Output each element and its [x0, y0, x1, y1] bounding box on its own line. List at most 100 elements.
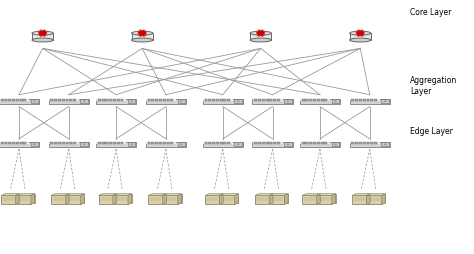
FancyBboxPatch shape	[269, 99, 272, 101]
FancyBboxPatch shape	[350, 142, 380, 144]
Polygon shape	[65, 194, 69, 204]
FancyBboxPatch shape	[105, 142, 108, 144]
FancyBboxPatch shape	[155, 142, 158, 144]
Ellipse shape	[250, 31, 272, 35]
FancyBboxPatch shape	[318, 195, 332, 204]
FancyBboxPatch shape	[367, 142, 370, 144]
FancyBboxPatch shape	[128, 99, 136, 103]
Polygon shape	[284, 194, 288, 204]
FancyBboxPatch shape	[120, 99, 123, 101]
Ellipse shape	[349, 38, 371, 42]
FancyBboxPatch shape	[254, 99, 257, 101]
FancyBboxPatch shape	[54, 142, 57, 144]
FancyBboxPatch shape	[216, 99, 219, 101]
FancyBboxPatch shape	[324, 99, 327, 101]
FancyBboxPatch shape	[270, 195, 284, 204]
FancyBboxPatch shape	[166, 99, 169, 101]
Circle shape	[130, 101, 133, 102]
FancyBboxPatch shape	[155, 99, 158, 101]
FancyBboxPatch shape	[118, 194, 132, 203]
FancyBboxPatch shape	[313, 142, 316, 144]
FancyBboxPatch shape	[65, 99, 68, 101]
FancyBboxPatch shape	[265, 142, 268, 144]
FancyBboxPatch shape	[301, 99, 330, 101]
FancyBboxPatch shape	[159, 99, 162, 101]
FancyBboxPatch shape	[363, 142, 366, 144]
FancyBboxPatch shape	[202, 99, 243, 104]
Polygon shape	[17, 194, 35, 195]
FancyBboxPatch shape	[152, 99, 155, 101]
FancyBboxPatch shape	[8, 99, 11, 101]
FancyBboxPatch shape	[98, 142, 100, 144]
FancyBboxPatch shape	[96, 99, 126, 101]
FancyBboxPatch shape	[4, 142, 7, 144]
FancyBboxPatch shape	[177, 142, 185, 146]
FancyBboxPatch shape	[164, 195, 178, 204]
Circle shape	[286, 144, 289, 145]
FancyBboxPatch shape	[99, 195, 113, 204]
FancyBboxPatch shape	[70, 194, 84, 203]
FancyBboxPatch shape	[166, 142, 169, 144]
FancyBboxPatch shape	[273, 99, 276, 101]
FancyBboxPatch shape	[51, 195, 65, 204]
FancyBboxPatch shape	[30, 142, 38, 146]
Polygon shape	[113, 194, 117, 204]
Polygon shape	[148, 194, 166, 195]
FancyBboxPatch shape	[109, 142, 112, 144]
FancyBboxPatch shape	[262, 99, 264, 101]
Polygon shape	[367, 194, 385, 195]
Polygon shape	[318, 194, 336, 195]
Polygon shape	[220, 194, 238, 195]
FancyBboxPatch shape	[167, 194, 182, 203]
FancyBboxPatch shape	[113, 99, 116, 101]
FancyBboxPatch shape	[96, 142, 126, 144]
FancyBboxPatch shape	[62, 142, 64, 144]
FancyBboxPatch shape	[381, 142, 389, 146]
FancyBboxPatch shape	[306, 142, 309, 144]
Polygon shape	[31, 194, 35, 204]
FancyBboxPatch shape	[50, 142, 53, 144]
Ellipse shape	[32, 38, 53, 42]
FancyBboxPatch shape	[216, 142, 219, 144]
FancyBboxPatch shape	[350, 142, 390, 147]
Circle shape	[334, 101, 337, 102]
Polygon shape	[366, 194, 370, 204]
FancyBboxPatch shape	[301, 142, 304, 144]
FancyBboxPatch shape	[19, 99, 22, 101]
FancyBboxPatch shape	[4, 99, 7, 101]
FancyBboxPatch shape	[234, 99, 242, 103]
Circle shape	[180, 101, 182, 102]
FancyBboxPatch shape	[203, 99, 233, 101]
FancyBboxPatch shape	[302, 195, 317, 204]
FancyBboxPatch shape	[331, 142, 339, 146]
FancyBboxPatch shape	[12, 99, 15, 101]
FancyBboxPatch shape	[227, 142, 230, 144]
Circle shape	[33, 144, 36, 145]
FancyBboxPatch shape	[80, 142, 88, 146]
FancyBboxPatch shape	[49, 99, 79, 101]
FancyBboxPatch shape	[317, 99, 319, 101]
FancyBboxPatch shape	[351, 99, 354, 101]
Ellipse shape	[131, 38, 153, 42]
FancyBboxPatch shape	[49, 142, 79, 144]
FancyBboxPatch shape	[146, 99, 186, 104]
FancyBboxPatch shape	[66, 195, 81, 204]
Polygon shape	[51, 194, 69, 195]
FancyBboxPatch shape	[306, 194, 320, 203]
FancyBboxPatch shape	[359, 99, 362, 101]
FancyBboxPatch shape	[219, 99, 223, 101]
FancyBboxPatch shape	[148, 142, 151, 144]
FancyBboxPatch shape	[253, 99, 283, 101]
FancyBboxPatch shape	[301, 142, 330, 144]
Polygon shape	[302, 194, 320, 195]
FancyBboxPatch shape	[114, 195, 128, 204]
FancyBboxPatch shape	[0, 99, 3, 101]
FancyBboxPatch shape	[30, 99, 38, 103]
Polygon shape	[382, 194, 385, 204]
FancyBboxPatch shape	[371, 99, 374, 101]
FancyBboxPatch shape	[356, 194, 370, 203]
FancyBboxPatch shape	[250, 33, 272, 40]
FancyBboxPatch shape	[0, 142, 3, 144]
FancyBboxPatch shape	[146, 142, 176, 144]
FancyBboxPatch shape	[224, 194, 238, 203]
